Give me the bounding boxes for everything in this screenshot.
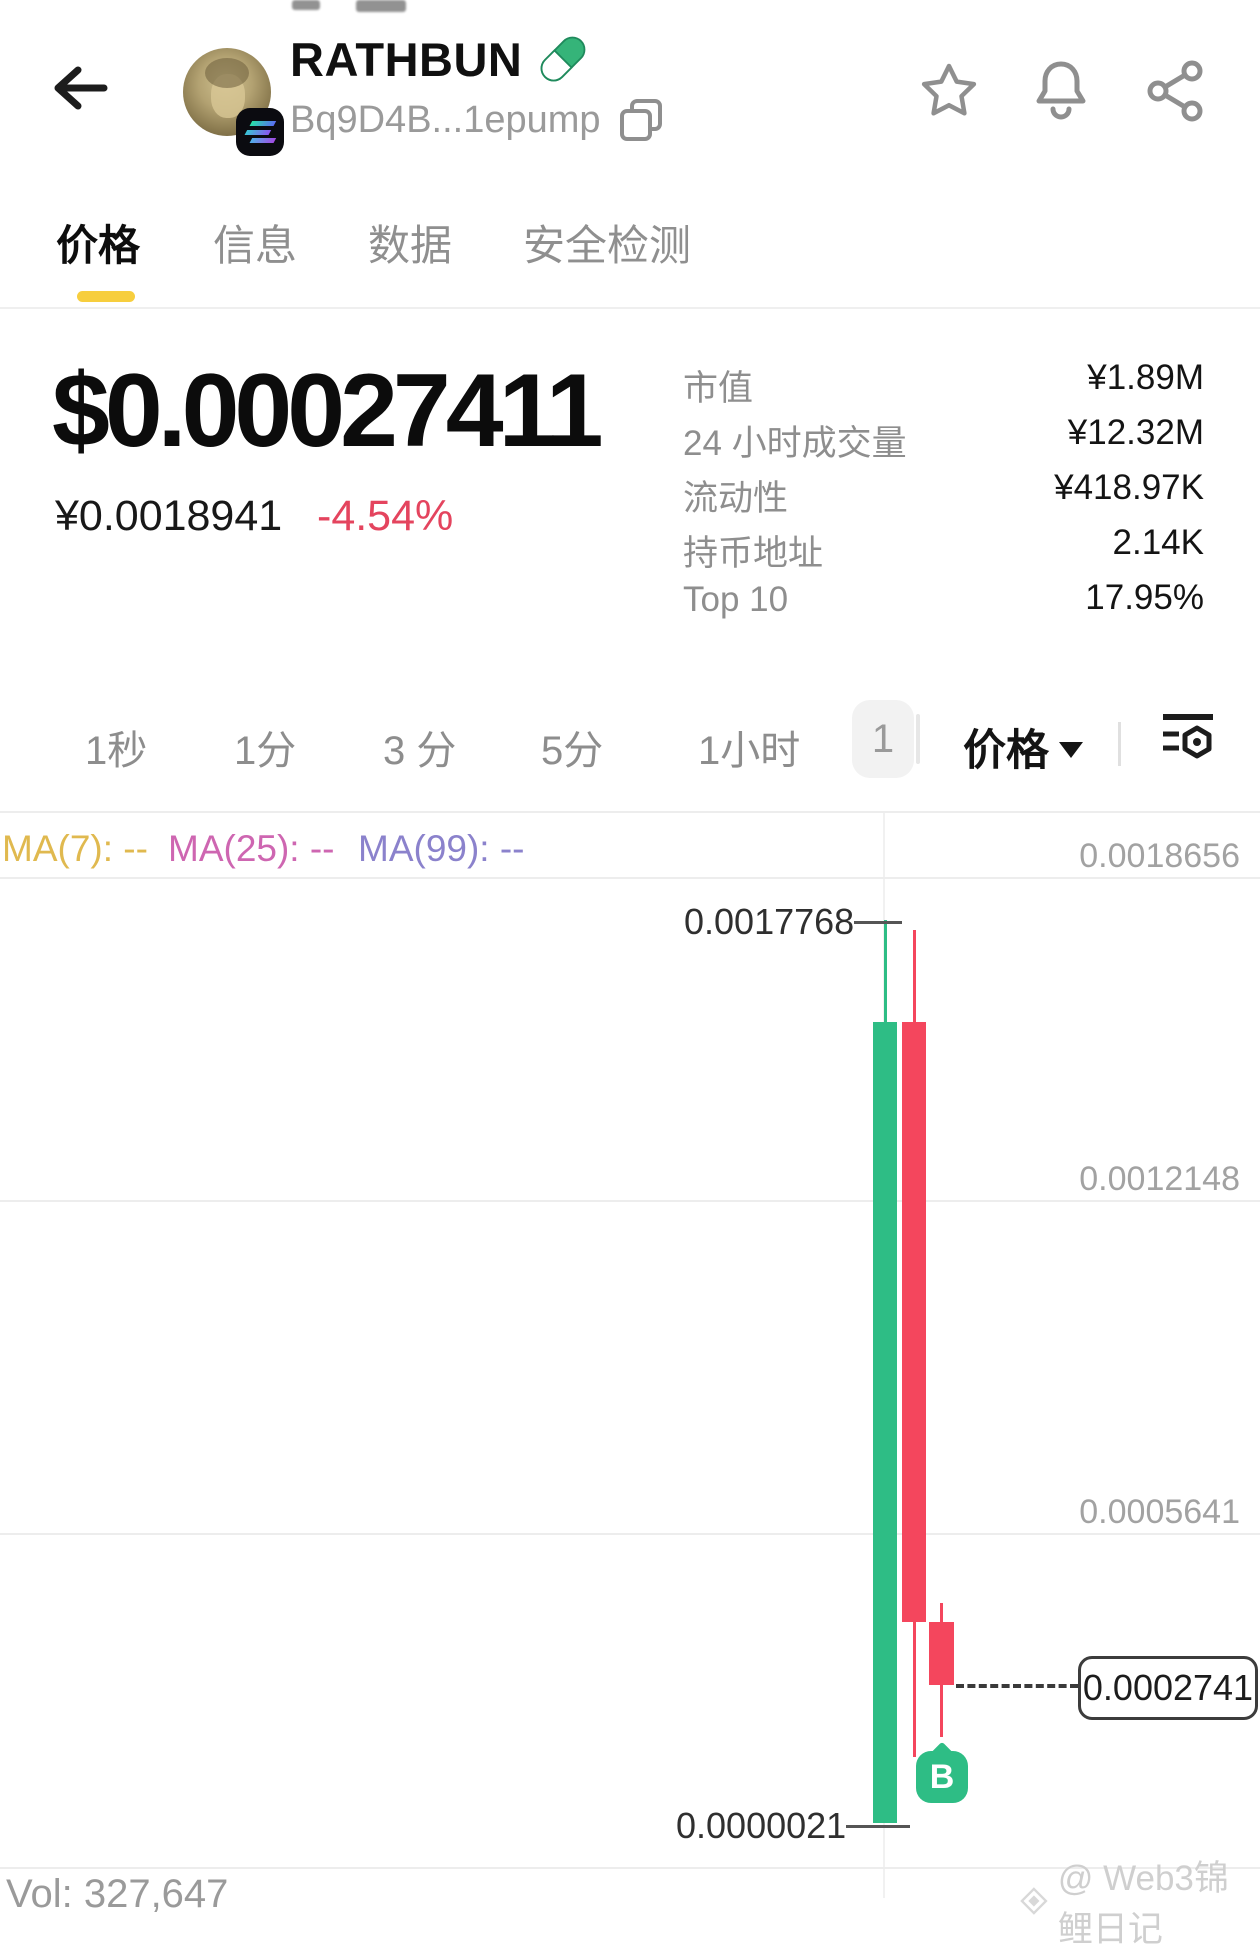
- stat-value-holders: 2.14K: [1112, 523, 1204, 562]
- token-address-row[interactable]: Bq9D4B...1epump: [290, 96, 665, 144]
- divider: [1118, 722, 1121, 766]
- pill-icon: [540, 36, 586, 82]
- star-icon: [921, 63, 977, 116]
- divider: [0, 307, 1260, 309]
- gridline: [0, 1533, 1260, 1535]
- stat-label-top10: Top 10: [683, 580, 789, 619]
- interval-1h[interactable]: 1小时: [698, 729, 801, 773]
- chart-type-label: 价格: [963, 727, 1049, 775]
- last-price-connector: [956, 1684, 1078, 1688]
- watermark-text: @ Web3锦鲤日记: [1057, 1859, 1229, 1949]
- favorite-button[interactable]: [918, 60, 980, 122]
- annotation-line: [854, 920, 903, 924]
- indicator-settings-button[interactable]: [1160, 712, 1216, 766]
- stat-value-volume24h: ¥12.32M: [1067, 413, 1204, 452]
- tab-security[interactable]: 安全检测: [523, 222, 692, 269]
- stat-label-holders: 持币地址: [683, 534, 824, 573]
- stat-value-marketcap: ¥1.89M: [1087, 358, 1204, 397]
- interval-more-selected[interactable]: 1: [852, 700, 914, 778]
- back-arrow-icon: [54, 66, 108, 110]
- chart-type-dropdown[interactable]: 价格: [963, 716, 1083, 778]
- candle-body: [929, 1621, 954, 1685]
- y-axis-label: 0.0005641: [1079, 1493, 1240, 1531]
- stat-value-liquidity: ¥418.97K: [1054, 468, 1204, 507]
- low-price-label: 0.0000021: [676, 1805, 847, 1846]
- stat-label-marketcap: 市值: [683, 369, 754, 408]
- candle-body: [902, 1022, 926, 1622]
- interval-1s[interactable]: 1秒: [85, 729, 148, 773]
- low-price-annotation: 0.0000021: [676, 1805, 911, 1847]
- back-button[interactable]: [50, 62, 110, 114]
- high-price-label: 0.0017768: [684, 901, 855, 942]
- y-axis-label: 0.0018656: [1079, 837, 1240, 875]
- volume-label: Vol: 327,647: [6, 1872, 229, 1916]
- candles: [873, 920, 954, 1823]
- stat-label-liquidity: 流动性: [683, 479, 789, 518]
- tab-price[interactable]: 价格: [56, 222, 141, 269]
- interval-5m[interactable]: 5分: [541, 729, 604, 773]
- stat-value-top10: 17.95%: [1085, 578, 1204, 617]
- statusbar-artifact: [356, 0, 406, 12]
- gridline: [0, 877, 1260, 879]
- tab-info[interactable]: 信息: [213, 222, 298, 269]
- active-tab-indicator: [77, 291, 135, 302]
- diamond-logo-icon: [1020, 1887, 1048, 1915]
- y-axis-label: 0.0012148: [1079, 1160, 1240, 1198]
- gridline: [0, 1867, 1260, 1869]
- tab-data[interactable]: 数据: [368, 222, 453, 269]
- token-detail-page: { "header": { "token_name": "RATHBUN", "…: [0, 0, 1260, 1898]
- statusbar-artifact: [292, 0, 320, 10]
- buy-marker-badge: B: [916, 1751, 968, 1803]
- chevron-down-icon: [1059, 742, 1083, 758]
- annotation-line: [846, 1824, 911, 1828]
- stat-label-volume24h: 24 小时成交量: [683, 424, 907, 463]
- alerts-button[interactable]: [1030, 56, 1092, 120]
- interval-1m[interactable]: 1分: [234, 729, 297, 773]
- price-change-badge: -4.54%: [317, 492, 454, 540]
- token-address: Bq9D4B...1epump: [290, 98, 601, 141]
- token-avatar: [183, 48, 271, 136]
- copy-icon[interactable]: [617, 96, 665, 144]
- token-name: RATHBUN: [290, 32, 523, 86]
- chart-canvas[interactable]: 0.0018656 0.0012148 0.0005641: [0, 813, 1260, 1898]
- clipped-label-artifact: [916, 714, 920, 764]
- watermark: @ Web3锦鲤日记: [1020, 1850, 1260, 1952]
- divider: [0, 811, 1260, 813]
- share-button[interactable]: [1145, 60, 1207, 122]
- interval-3m[interactable]: 3 分: [383, 729, 457, 773]
- ma25-legend: MA(25): --: [168, 828, 335, 869]
- candle-body: [873, 1022, 897, 1823]
- ma7-legend: MA(7): --: [2, 828, 148, 869]
- last-price-box: 0.0002741: [1078, 1656, 1258, 1720]
- bell-icon: [1036, 61, 1086, 120]
- ma99-legend: MA(99): --: [358, 828, 525, 869]
- solana-chain-icon: [236, 108, 284, 156]
- price-cny: ¥0.0018941: [55, 492, 283, 540]
- gridline: [0, 1200, 1260, 1202]
- token-title: RATHBUN: [290, 30, 592, 88]
- share-icon: [1147, 60, 1203, 122]
- indicator-settings-icon: [1163, 714, 1213, 759]
- price-usd: $0.00027411: [52, 353, 604, 469]
- high-price-annotation: 0.0017768: [684, 901, 903, 943]
